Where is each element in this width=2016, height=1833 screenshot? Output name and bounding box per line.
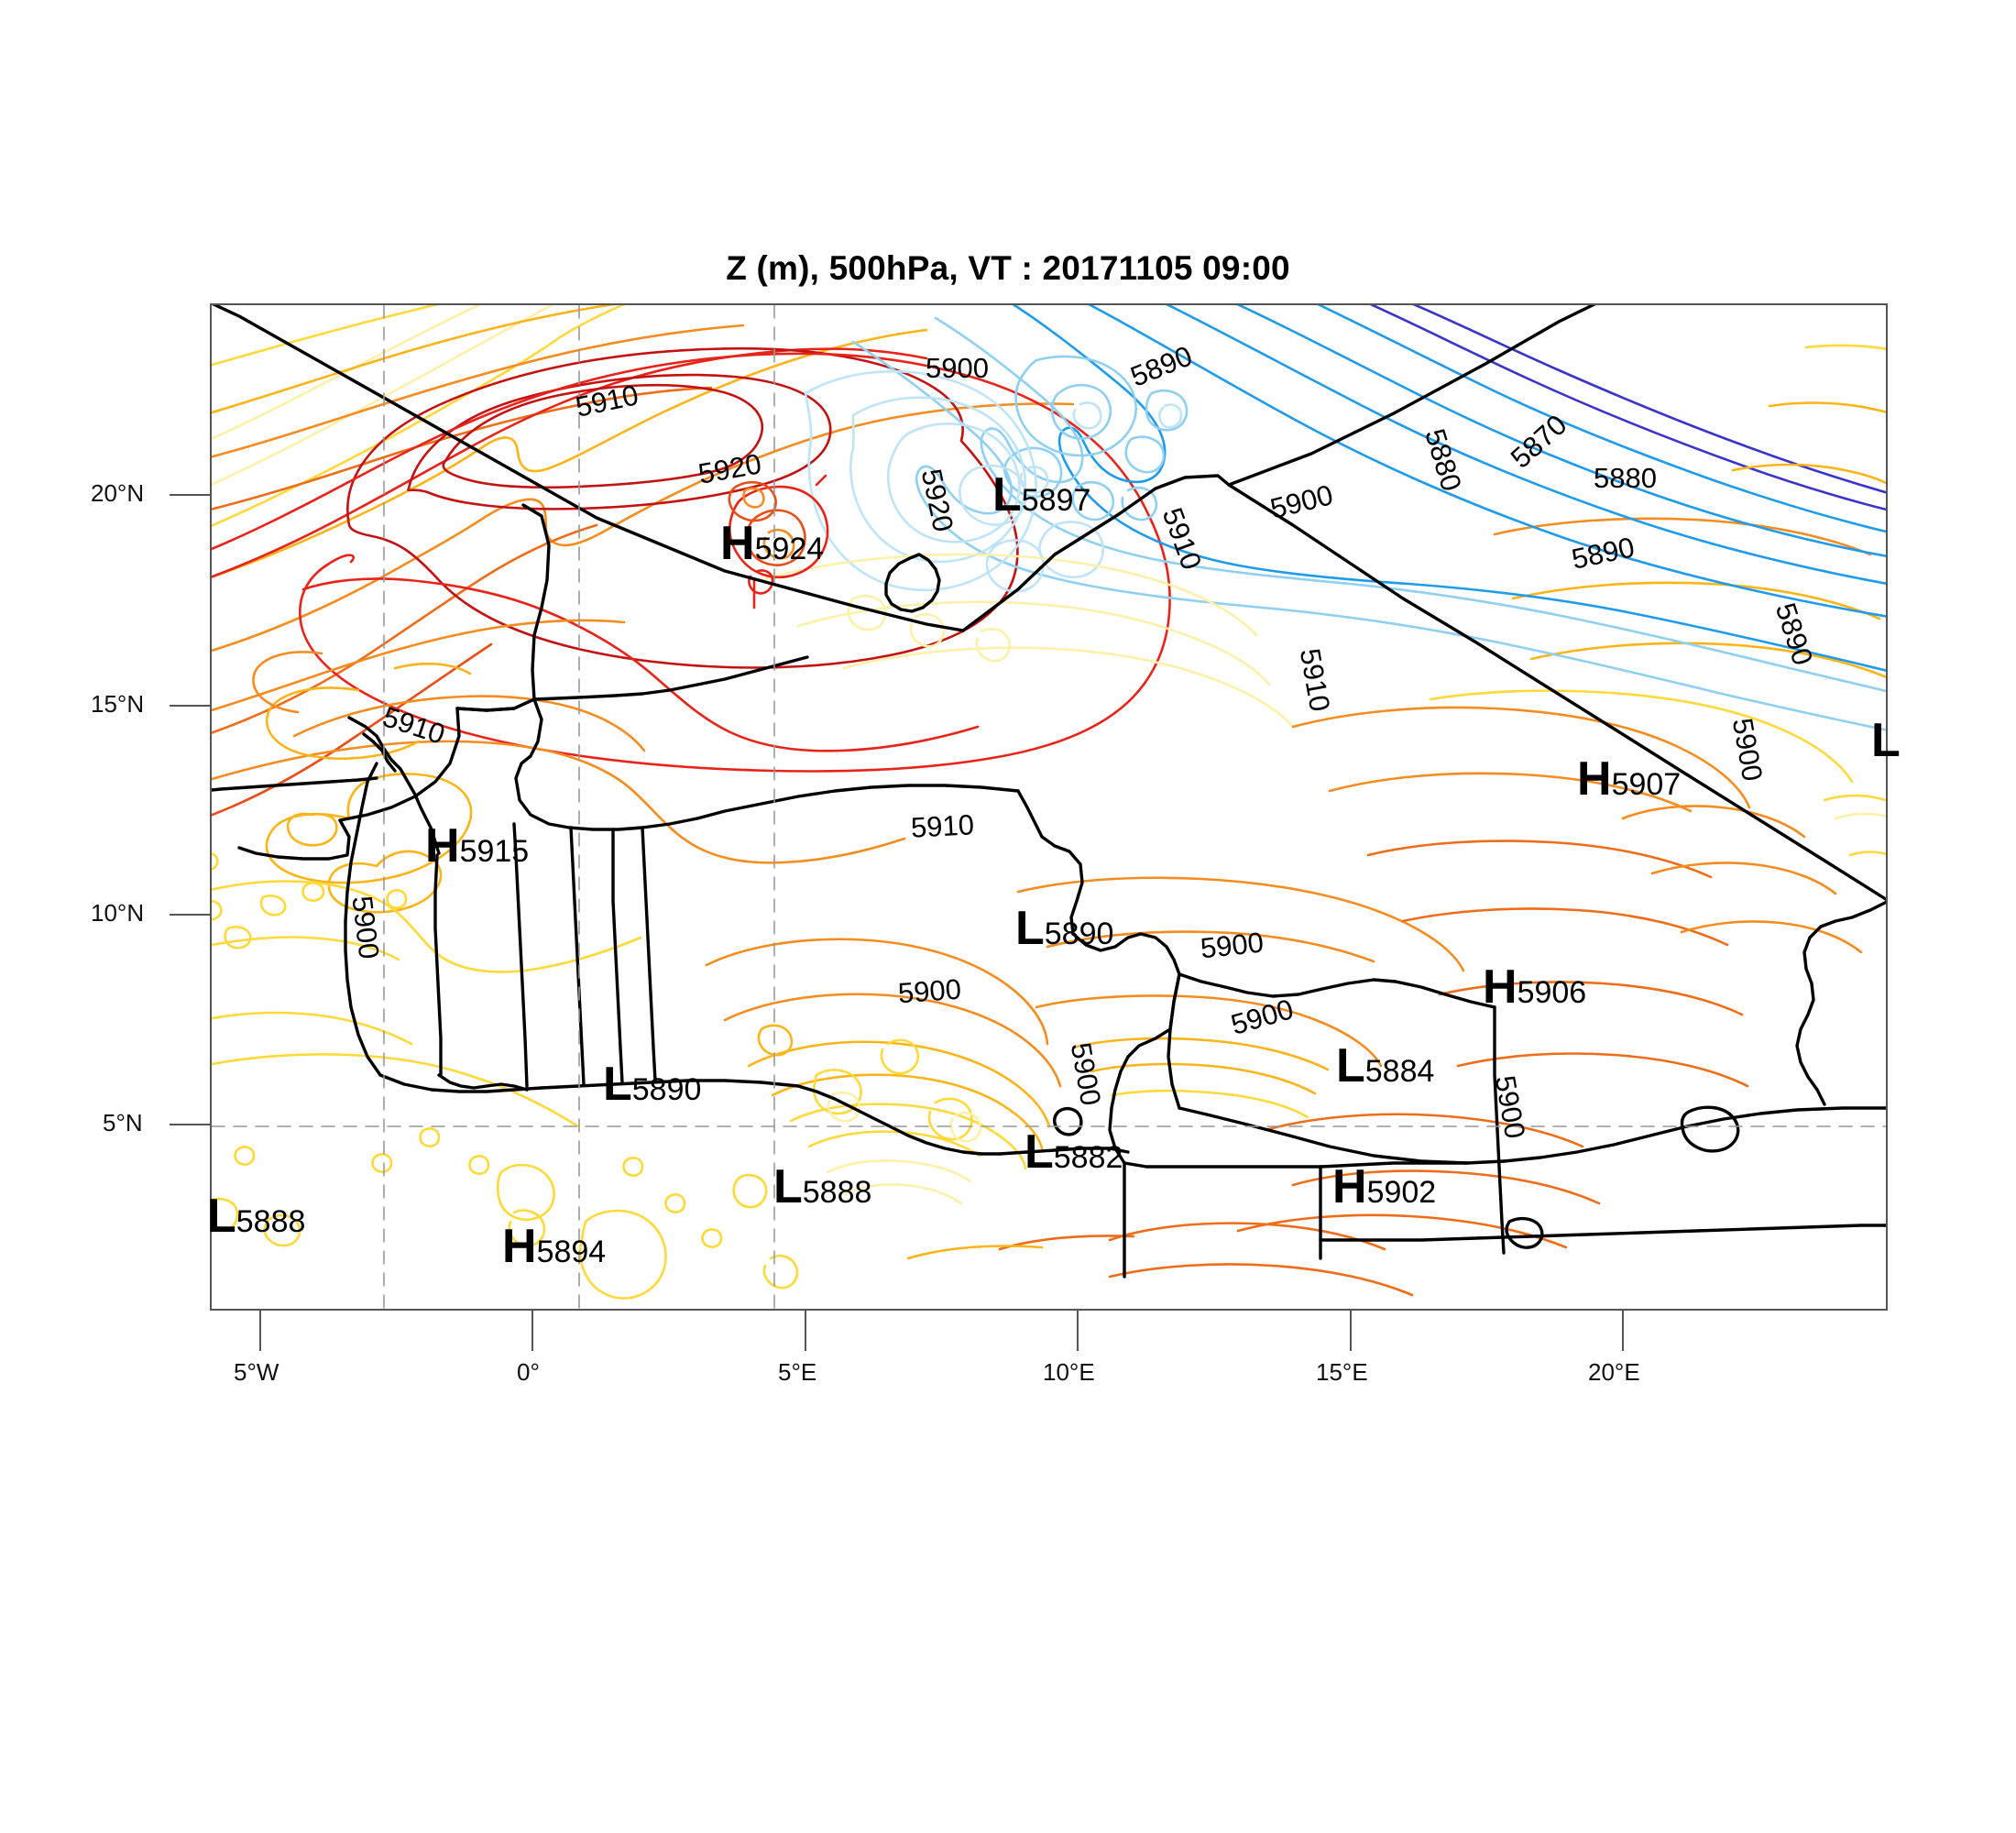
map-plot-area[interactable]: [210, 303, 1888, 1311]
contour-label-5910-c: 5910: [910, 808, 975, 844]
contour-label-5900-c1: 5900: [1199, 926, 1265, 965]
extremum-type-H: H: [1483, 960, 1517, 1014]
extremum-value: 5924: [754, 532, 825, 566]
xtick-10E: [1077, 1311, 1079, 1351]
extremum-value: 5902: [1366, 1175, 1437, 1210]
extremum-H-5915: H5915: [425, 822, 530, 870]
extremum-value: 5888: [236, 1204, 306, 1239]
extremum-type-H: H: [1577, 752, 1612, 806]
extremum-value: 5906: [1517, 975, 1587, 1010]
xtick-label-10E: 10°E: [1043, 1358, 1095, 1386]
extremum-L-edge-right: L: [1871, 717, 1901, 764]
extremum-value: 5897: [1021, 483, 1091, 518]
extremum-value: 5888: [802, 1175, 872, 1210]
extremum-type-L: L: [207, 1190, 236, 1243]
contour-svg: [212, 305, 1886, 1309]
chart-title: Z (m), 500hPa, VT : 20171105 09:00: [726, 249, 1290, 287]
extremum-type-H: H: [1332, 1160, 1367, 1213]
extremum-type-H: H: [425, 819, 460, 873]
extremum-value: 5915: [459, 834, 530, 869]
extremum-L-5882: L5882: [1024, 1128, 1123, 1176]
extremum-L-5897: L5897: [992, 471, 1091, 519]
extremum-L-5890-center: L5890: [1015, 905, 1114, 952]
xtick-5W: [259, 1311, 261, 1351]
xtick-label-5E: 5°E: [778, 1358, 817, 1386]
xtick-5E: [805, 1311, 806, 1351]
extremum-value: 5894: [536, 1235, 607, 1269]
extremum-L-5890-coast: L5890: [603, 1060, 702, 1108]
extremum-value: 5884: [1364, 1054, 1435, 1089]
extremum-L-5888-center: L5888: [773, 1163, 872, 1211]
extremum-H-5906: H5906: [1483, 963, 1587, 1011]
extremum-type-L: L: [1015, 902, 1045, 955]
extremum-type-L: L: [1024, 1125, 1054, 1179]
ytick-5N: [170, 1124, 210, 1125]
extremum-H-5894: H5894: [502, 1223, 607, 1270]
xtick-15E: [1350, 1311, 1352, 1351]
extremum-type-L: L: [603, 1058, 632, 1111]
xtick-20E: [1622, 1311, 1624, 1351]
ytick-label-10N: 10°N: [91, 899, 145, 927]
contour-label-5900-n: 5900: [926, 352, 989, 384]
ytick-label-5N: 5°N: [103, 1109, 143, 1136]
ytick-20N: [170, 494, 210, 496]
xtick-0: [531, 1311, 533, 1351]
xtick-label-5W: 5°W: [234, 1358, 279, 1386]
xtick-label-15E: 15°E: [1316, 1358, 1368, 1386]
extremum-H-5902: H5902: [1332, 1163, 1437, 1211]
extremum-value: 5907: [1611, 767, 1682, 802]
extremum-L-5884: L5884: [1336, 1042, 1435, 1090]
extremum-value: 5890: [631, 1072, 702, 1107]
extremum-H-5907: H5907: [1577, 755, 1682, 803]
ytick-label-20N: 20°N: [91, 479, 145, 507]
ytick-15N: [170, 705, 210, 707]
extremum-type-L: L: [992, 468, 1022, 521]
extremum-type-L: L: [1336, 1039, 1365, 1092]
contour-label-5880-ne: 5880: [1594, 462, 1657, 494]
extremum-value: 5890: [1044, 916, 1114, 951]
contour-label-5900-c2: 5900: [896, 972, 963, 1010]
xtick-label-20E: 20°E: [1588, 1358, 1640, 1386]
extremum-H-5924: H5924: [720, 520, 825, 567]
extremum-type-H: H: [502, 1220, 537, 1273]
ytick-10N: [170, 914, 210, 916]
ytick-label-15N: 15°N: [91, 690, 145, 718]
xtick-label-0: 0°: [517, 1358, 540, 1386]
extremum-type-L: L: [773, 1160, 803, 1213]
extremum-type-L: L: [1871, 714, 1901, 767]
extremum-L-5888-west: L5888: [207, 1192, 306, 1240]
extremum-value: 5882: [1053, 1140, 1123, 1175]
extremum-type-H: H: [720, 517, 755, 570]
